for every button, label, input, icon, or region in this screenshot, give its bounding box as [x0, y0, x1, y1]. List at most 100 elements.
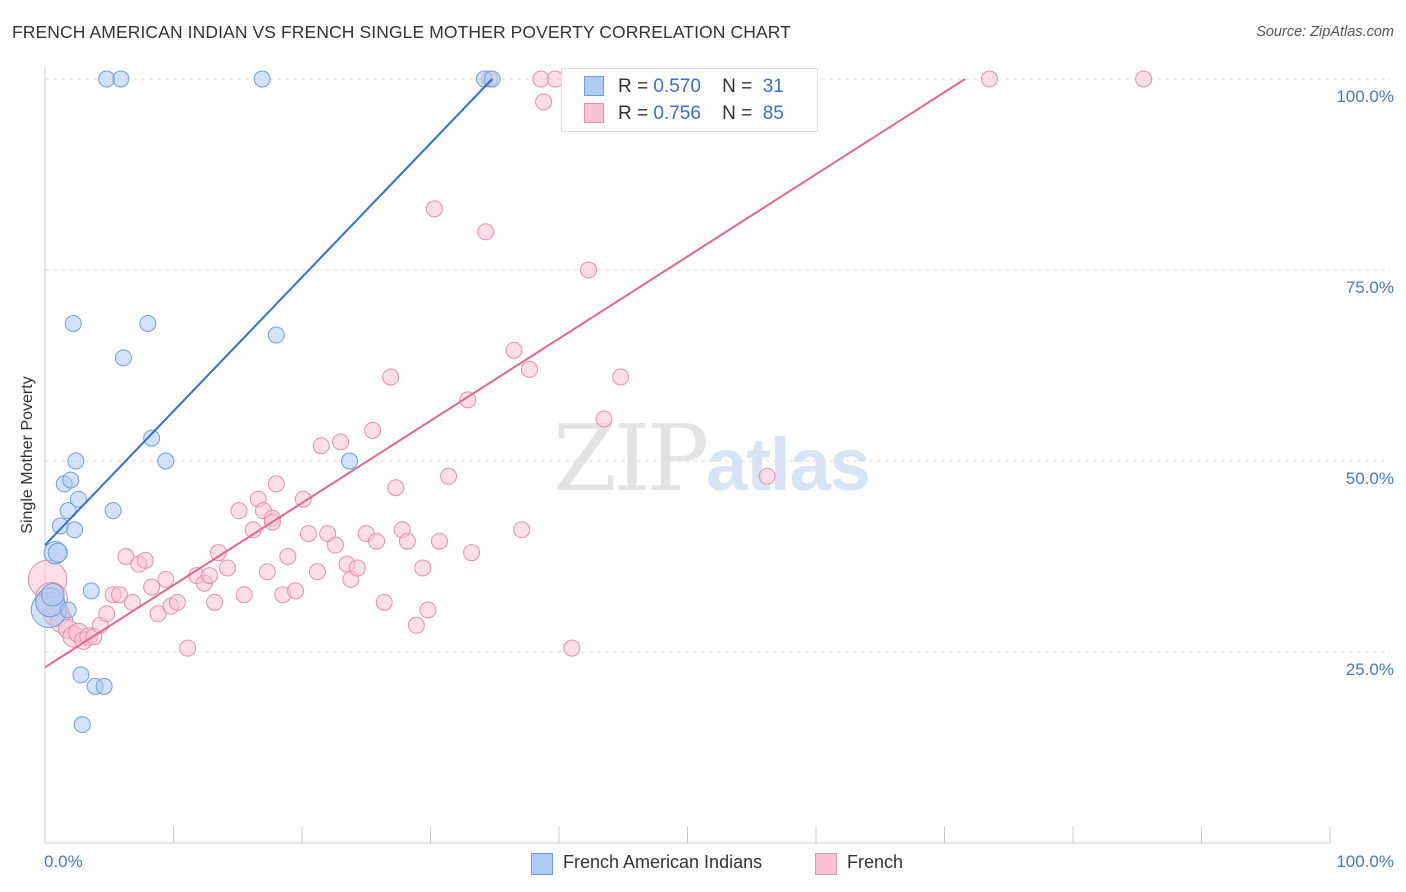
blue-data-point — [41, 583, 65, 607]
pink-data-point — [299, 525, 317, 543]
pink-trend-line — [44, 78, 966, 669]
pink-data-point — [580, 261, 598, 279]
blue-data-point — [104, 502, 122, 520]
pink-data-point — [532, 70, 550, 88]
pink-data-point — [267, 475, 285, 493]
pink-data-point — [430, 532, 448, 550]
pink-data-point — [136, 551, 154, 569]
blue-swatch-icon — [531, 853, 553, 875]
pink-data-point — [235, 586, 253, 604]
y-axis-label: Single Mother Poverty — [19, 376, 36, 534]
pink-data-point — [348, 559, 366, 577]
blue-data-point — [112, 70, 130, 88]
y-tick-label: 50.0% — [1345, 469, 1394, 488]
blue-data-point — [47, 542, 68, 563]
pink-data-point — [143, 578, 161, 596]
blue-data-point — [59, 502, 77, 520]
pink-data-point — [230, 502, 248, 520]
legend-text: R = 0.756 N = 85 — [618, 103, 784, 125]
blue-data-point — [114, 349, 132, 367]
pink-swatch-icon — [584, 103, 604, 123]
x-tick-label: 0.0% — [44, 852, 83, 871]
pink-data-point — [98, 605, 116, 623]
blue-data-point — [98, 70, 116, 88]
pink-data-point — [513, 521, 531, 539]
pink-data-point — [398, 532, 416, 550]
pink-data-point — [758, 467, 776, 485]
x-tick-label: 100.0% — [1336, 852, 1394, 871]
watermark: ZIPatlas — [553, 405, 871, 512]
pink-data-point — [308, 563, 326, 581]
blue-data-point — [341, 452, 359, 470]
pink-data-point — [520, 360, 538, 378]
n-label: N = — [722, 76, 753, 97]
y-tick-label: 75.0% — [1345, 278, 1394, 297]
blue-data-point — [143, 429, 161, 447]
blue-data-point — [157, 452, 175, 470]
pink-data-point — [287, 582, 305, 600]
blue-data-point — [72, 666, 90, 684]
blue-data-point — [66, 521, 84, 539]
pink-data-point — [375, 593, 393, 611]
pink-data-point — [419, 601, 437, 619]
watermark-atlas: atlas — [706, 423, 871, 506]
legend-label: French American Indians — [563, 852, 763, 872]
legend-label: French — [847, 852, 904, 872]
correlation-legend: R = 0.570 N = 31 R = 0.756 N = 85 — [561, 68, 818, 132]
pink-data-point — [595, 410, 613, 428]
pink-data-point — [258, 563, 276, 581]
blue-data-point — [253, 70, 271, 88]
pink-data-point — [414, 559, 432, 577]
blue-data-point — [59, 601, 77, 619]
pink-data-point — [425, 200, 443, 218]
pink-data-point — [117, 548, 135, 565]
r-label: R = — [618, 103, 649, 124]
pink-data-point — [459, 391, 477, 409]
y-tick-label: 100.0% — [1336, 87, 1394, 106]
watermark-zip: ZIP — [553, 405, 709, 512]
pink-data-point — [179, 639, 197, 657]
n-label: N = — [722, 103, 753, 124]
pink-data-point — [168, 593, 186, 611]
blue-data-point — [82, 582, 100, 600]
legend-text: R = 0.570 N = 31 — [618, 76, 784, 98]
pink-data-point — [149, 605, 167, 623]
r-label: R = — [618, 76, 649, 97]
pink-data-point — [209, 544, 227, 562]
pink-data-point — [200, 567, 218, 585]
pink-data-point — [1135, 70, 1153, 88]
chart-title: FRENCH AMERICAN INDIAN VS FRENCH SINGLE … — [12, 22, 791, 42]
source-label: Source: ZipAtlas.com — [1256, 24, 1394, 40]
pink-data-point — [294, 490, 312, 508]
blue-data-point — [69, 490, 87, 508]
pink-swatch-icon — [815, 853, 837, 875]
pink-data-point — [157, 570, 175, 588]
blue-swatch-icon — [584, 76, 604, 96]
pink-data-point — [382, 368, 400, 386]
pink-data-point — [332, 433, 350, 451]
pink-data-point — [535, 93, 553, 111]
pink-data-point — [111, 586, 129, 604]
blue-data-point — [139, 314, 157, 332]
pink-data-point — [312, 437, 330, 455]
pink-data-point — [368, 532, 386, 550]
pink-data-point — [505, 341, 523, 359]
blue-trend-line — [44, 78, 493, 546]
pink-data-point — [980, 70, 998, 88]
blue-data-point — [95, 677, 113, 695]
r-value: 0.756 — [653, 103, 701, 124]
n-value: 85 — [762, 103, 784, 124]
blue-data-point — [67, 452, 85, 470]
pink-data-point — [364, 421, 382, 439]
y-tick-label: 25.0% — [1345, 660, 1394, 679]
blue-data-point — [73, 716, 91, 734]
blue-data-point — [51, 517, 69, 535]
pink-data-point — [218, 559, 236, 577]
r-value: 0.570 — [653, 76, 701, 97]
pink-data-point — [387, 479, 405, 497]
pink-data-point — [439, 467, 457, 485]
pink-data-point — [326, 536, 344, 554]
pink-data-point — [407, 616, 425, 634]
pink-data-point — [563, 639, 581, 657]
